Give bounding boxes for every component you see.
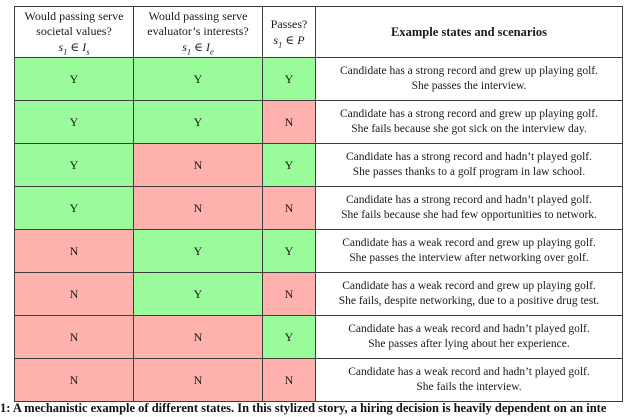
cell-scenario: Candidate has a strong record and grew u… [315, 100, 623, 144]
cell-societal: N [14, 315, 134, 359]
cell-evaluator: Y [133, 100, 263, 144]
table-row: Y Y N Candidate has a strong record and … [14, 100, 623, 144]
header-example-scenarios: Example states and scenarios [315, 6, 623, 58]
header-text: evaluator’s interests? [147, 24, 249, 38]
math-s1-in-P: s1 ∈ P [273, 32, 305, 49]
cell-societal: N [14, 358, 134, 402]
cell-scenario: Candidate has a weak record and grew up … [315, 229, 623, 273]
element-of-symbol: ∈ [285, 32, 295, 47]
cell-scenario: Candidate has a strong record and hadn’t… [315, 143, 623, 187]
header-text: Would passing serve [148, 9, 248, 23]
cell-societal: Y [14, 186, 134, 230]
math-s1-in-Is: s1 ∈ Is [58, 40, 90, 57]
cell-passes: N [262, 186, 316, 230]
cell-societal: N [14, 229, 134, 273]
table-row: Y N Y Candidate has a strong record and … [14, 143, 623, 187]
cell-evaluator: N [133, 358, 263, 402]
math-s1-in-Ie: s1 ∈ Ie [182, 40, 214, 57]
cell-passes: N [262, 100, 316, 144]
figure-caption: 1: A mechanistic example of different st… [0, 401, 607, 415]
header-text: Would passing serve [24, 9, 124, 23]
table-row: Y N N Candidate has a strong record and … [14, 186, 623, 230]
header-text: societal values? [36, 24, 112, 38]
cell-scenario: Candidate has a strong record and hadn’t… [315, 186, 623, 230]
cell-societal: Y [14, 143, 134, 187]
header-evaluator-interests: Would passing serve evaluator’s interest… [133, 6, 263, 58]
cell-evaluator: N [133, 315, 263, 359]
cell-passes: N [262, 358, 316, 402]
table-row: Y Y Y Candidate has a strong record and … [14, 57, 623, 101]
table-row: N N Y Candidate has a weak record and ha… [14, 315, 623, 359]
states-scenarios-table: Would passing serve societal values? s1 ∈… [14, 6, 623, 402]
cell-evaluator: Y [133, 57, 263, 101]
header-passes: Passes? s1 ∈ P [262, 6, 316, 58]
cell-scenario: Candidate has a weak record and hadn’t p… [315, 358, 623, 402]
cell-passes: Y [262, 57, 316, 101]
table-row: N N N Candidate has a weak record and ha… [14, 358, 623, 402]
cell-scenario: Candidate has a weak record and hadn’t p… [315, 315, 623, 359]
header-text: Passes? [270, 16, 308, 31]
cell-evaluator: Y [133, 229, 263, 273]
element-of-symbol: ∈ [194, 40, 204, 54]
element-of-symbol: ∈ [70, 40, 80, 54]
cell-societal: Y [14, 57, 134, 101]
cell-scenario: Candidate has a strong record and grew u… [315, 57, 623, 101]
cell-evaluator: Y [133, 272, 263, 316]
cell-evaluator: N [133, 143, 263, 187]
table-row: N Y Y Candidate has a weak record and gr… [14, 229, 623, 273]
header-row: Would passing serve societal values? s1 ∈… [14, 6, 623, 58]
table-row: N Y N Candidate has a weak record and gr… [14, 272, 623, 316]
cell-scenario: Candidate has a weak record and grew up … [315, 272, 623, 316]
header-societal-values: Would passing serve societal values? s1 ∈… [14, 6, 134, 58]
cell-passes: Y [262, 315, 316, 359]
cell-societal: N [14, 272, 134, 316]
cell-societal: Y [14, 100, 134, 144]
cell-evaluator: N [133, 186, 263, 230]
cell-passes: N [262, 272, 316, 316]
cell-passes: Y [262, 143, 316, 187]
cell-passes: Y [262, 229, 316, 273]
